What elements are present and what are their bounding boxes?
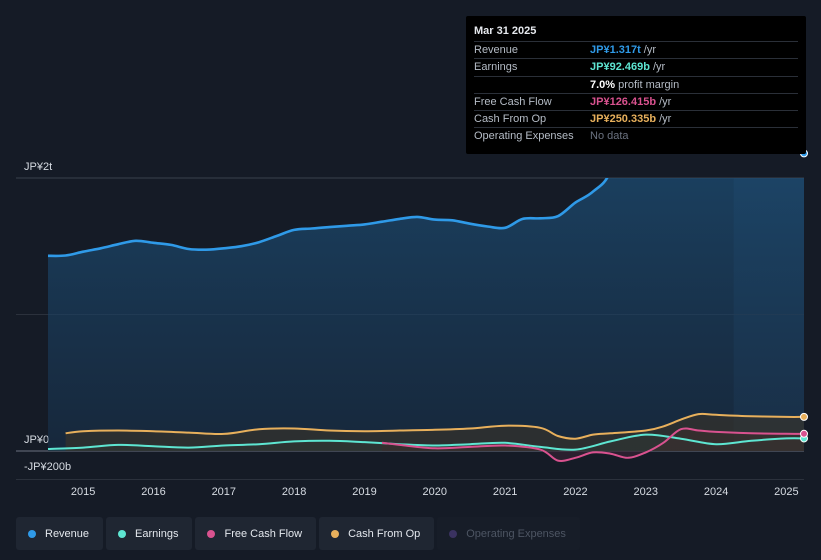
x-tick-label: 2018 (282, 486, 306, 498)
x-tick-label: 2019 (352, 486, 376, 498)
tooltip-row-suffix: profit margin (618, 78, 680, 91)
legend-label: Operating Expenses (466, 527, 566, 540)
legend-dot-icon (207, 529, 216, 538)
tooltip-row-label: Operating Expenses (474, 130, 574, 143)
x-tick-label: 2025 (774, 486, 798, 498)
legend-label: Free Cash Flow (224, 527, 303, 540)
legend-item-free-cash-flow[interactable]: Free Cash Flow (195, 517, 317, 550)
financial-chart: JP¥2t JP¥0 -JP¥200b 2015 2016 2017 2018 2019 202… (16, 149, 808, 498)
legend-label: Earnings (135, 527, 179, 540)
tooltip-row: 7.0% profit margin (474, 75, 798, 93)
legend-label: Revenue (45, 527, 90, 540)
tooltip-row: Operating Expenses No data (474, 127, 798, 144)
tooltip-row-value: 7.0% (590, 78, 616, 91)
tooltip-row-label: Free Cash Flow (474, 95, 552, 108)
x-tick-label: 2015 (71, 486, 95, 498)
tooltip-row-label: Revenue (474, 44, 519, 56)
legend-dot-icon (118, 529, 127, 538)
x-tick-label: 2022 (563, 486, 587, 498)
tooltip-row-value: JP¥250.335b (590, 113, 657, 126)
x-tick-label: 2016 (141, 486, 165, 498)
tooltip-row-value: JP¥1.317t (590, 44, 641, 56)
earnings-line (47, 433, 804, 451)
tooltip-row-suffix: /yr (659, 95, 672, 108)
tooltip-row-label: Earnings (474, 61, 518, 74)
cash-from-op-area (65, 413, 804, 451)
data-tooltip: Mar 31 2025 Revenue JP¥1.317t/yr Earnings J… (466, 16, 806, 154)
revenue-area (48, 178, 804, 451)
free-cash-flow-line (381, 427, 804, 462)
legend-item-cash-from-op[interactable]: Cash From Op (319, 517, 435, 550)
revenue-line (47, 178, 609, 258)
tooltip-row-value: JP¥92.469b (590, 61, 650, 74)
legend-item-earnings[interactable]: Earnings (106, 517, 193, 550)
chart-legend: Revenue Earnings Free Cash Flow Cash From O… (16, 517, 580, 550)
legend-label: Cash From Op (348, 527, 421, 540)
tooltip-row-suffix: /yr (643, 44, 656, 56)
y-tick-label: JP¥2t (24, 161, 52, 173)
y-tick-label: JP¥0 (24, 434, 49, 446)
legend-item-operating-expenses[interactable]: Operating Expenses (437, 517, 580, 550)
legend-dot-icon (449, 529, 458, 538)
tooltip-row-suffix: /yr (652, 61, 666, 74)
tooltip-row-suffix: /yr (659, 113, 672, 126)
legend-dot-icon (28, 529, 36, 538)
tooltip-row-label: Cash From Op (474, 113, 547, 126)
cash-from-op-end-marker (800, 412, 808, 421)
cash-from-op-line (65, 412, 804, 440)
tooltip-row-value: JP¥126.415b (590, 95, 657, 108)
x-tick-label: 2021 (493, 486, 517, 498)
x-tick-label: 2020 (423, 486, 447, 498)
y-tick-label: -JP¥200b (24, 461, 71, 473)
tooltip-row: Free Cash Flow JP¥126.415b/yr (474, 92, 798, 110)
x-tick-label: 2023 (634, 486, 658, 498)
tooltip-row-label (474, 77, 590, 93)
free-cash-flow-end-marker (800, 429, 808, 438)
x-tick-label: 2024 (704, 486, 728, 498)
tooltip-row: Earnings JP¥92.469b/yr (474, 58, 798, 75)
tooltip-date: Mar 31 2025 (474, 25, 537, 37)
plot-area (47, 178, 804, 462)
tooltip-row-value: No data (590, 130, 629, 143)
x-tick-label: 2017 (212, 486, 236, 498)
tooltip-row: Revenue JP¥1.317t/yr (474, 41, 798, 58)
legend-dot-icon (331, 529, 340, 538)
tooltip-row: Cash From Op JP¥250.335b/yr (474, 110, 798, 127)
legend-item-revenue[interactable]: Revenue (16, 517, 104, 550)
